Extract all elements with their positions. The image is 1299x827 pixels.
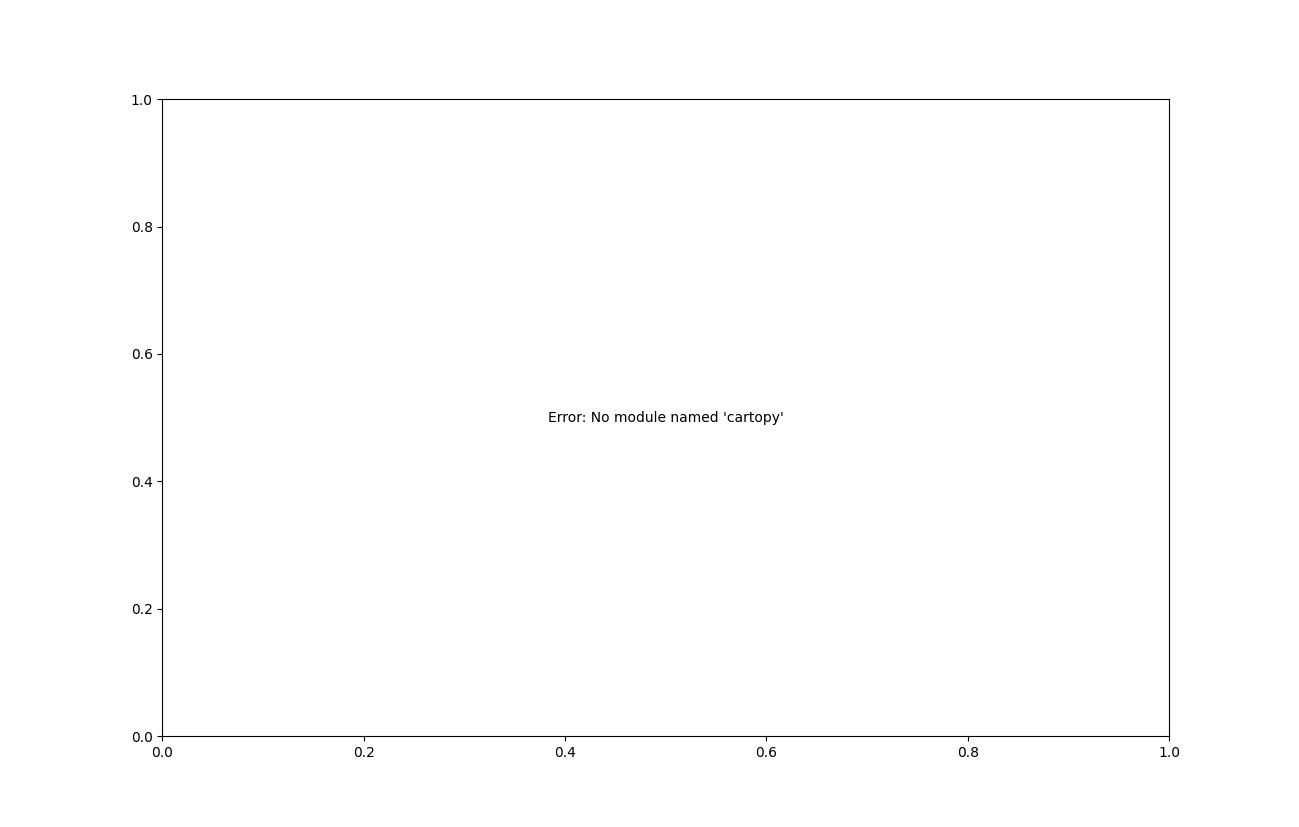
Text: Error: No module named 'cartopy': Error: No module named 'cartopy' bbox=[548, 411, 783, 424]
